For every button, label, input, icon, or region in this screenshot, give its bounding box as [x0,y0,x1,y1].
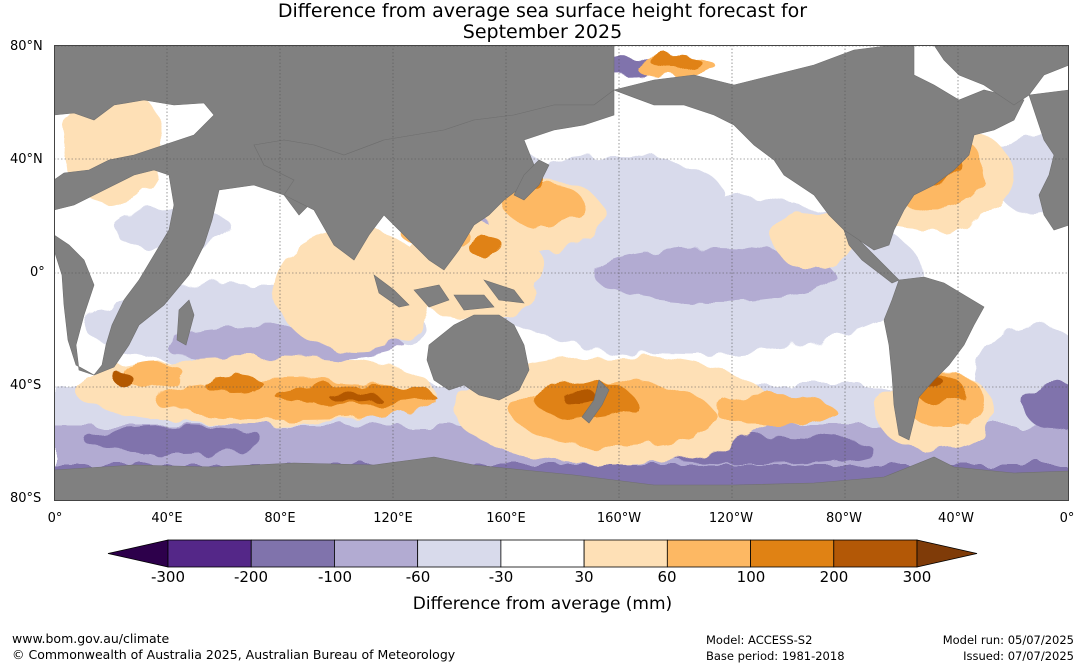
colorbar-bin [666,539,751,568]
europe-west-landmass [1028,89,1069,231]
footer-dates: Model run: 05/07/2025 Issued: 07/07/2025 [943,632,1074,664]
base-period: Base period: 1981-2018 [706,649,845,663]
issued-date: Issued: 07/07/2025 [963,649,1074,663]
map-subtitle: September 2025 [462,21,623,43]
longitude-label-120e: 120°E [373,511,413,526]
colorbar-tick-label: 30 [574,568,594,586]
latitude-label-80s: 80°S [10,491,42,506]
model-name: Model: ACCESS-S2 [706,633,813,647]
colorbar [107,539,978,568]
colorbar-bin [833,539,918,568]
longitude-label-160e: 160°E [486,511,526,526]
new-zealand-islands [581,379,610,424]
colorbar-tick-label: -100 [317,568,353,586]
copyright-notice: © Commonwealth of Australia 2025, Austra… [12,647,456,662]
greenland-island [933,45,1069,106]
land-layer [54,45,1069,501]
footer-credits: www.bom.gov.au/climate © Commonwealth of… [12,631,455,663]
colorbar-tick-label: -60 [405,568,431,586]
colorbar-tick-label: 200 [819,568,849,586]
australia-landmass [426,314,530,401]
colorbar-tick-label: 300 [902,568,932,586]
legend-title: Difference from average (mm) [412,594,673,614]
latitude-label-equator: 0° [30,265,45,280]
colorbar-bin [750,539,835,568]
colorbar-tick-label: 60 [657,568,677,586]
indonesia-islands [373,274,525,311]
colorbar-below-min-arrow [107,539,169,568]
footer-model-info: Model: ACCESS-S2 Base period: 1981-2018 [706,632,845,664]
longitude-label-0-right: 0° [1059,511,1075,526]
colorbar-tick-label: -200 [233,568,269,586]
colorbar-above-max-arrow [916,539,978,568]
colorbar-bin [250,539,335,568]
colorbar-bin [167,539,252,568]
south-america-landmass [883,276,985,441]
map-frame [54,45,1069,501]
longitude-label-80e: 80°E [264,511,296,526]
colorbar-bin [583,539,668,568]
madagascar-island [176,299,195,346]
longitude-label-160w: 160°W [596,511,642,526]
antarctica-landmass [54,456,1069,501]
colorbar-bin [500,539,585,568]
latitude-label-40n: 40°N [10,152,43,167]
longitude-label-40w: 40°W [938,511,974,526]
longitude-label-40e: 40°E [151,511,183,526]
map-title: Difference from average sea surface heig… [277,0,808,22]
japan-islands [513,159,550,201]
latitude-label-40s: 40°S [10,378,42,393]
model-run-date: Model run: 05/07/2025 [942,633,1074,647]
longitude-label-80w: 80°W [826,511,862,526]
colorbar-tick-label: -300 [150,568,186,586]
asia-landmass [253,89,615,271]
north-america-landmass [612,45,1025,251]
longitude-label-0-left: 0° [47,511,63,526]
longitude-label-120w: 120°W [708,511,754,526]
colorbar-tick-label: -30 [488,568,514,586]
colorbar-tick-label: 100 [736,568,766,586]
colorbar-bin [334,539,419,568]
central-america-landmass [843,229,900,284]
sea-surface-height-map [54,45,1069,501]
colorbar-bin [417,539,502,568]
source-url: www.bom.gov.au/climate [12,631,170,646]
latitude-label-80n: 80°N [10,39,43,54]
